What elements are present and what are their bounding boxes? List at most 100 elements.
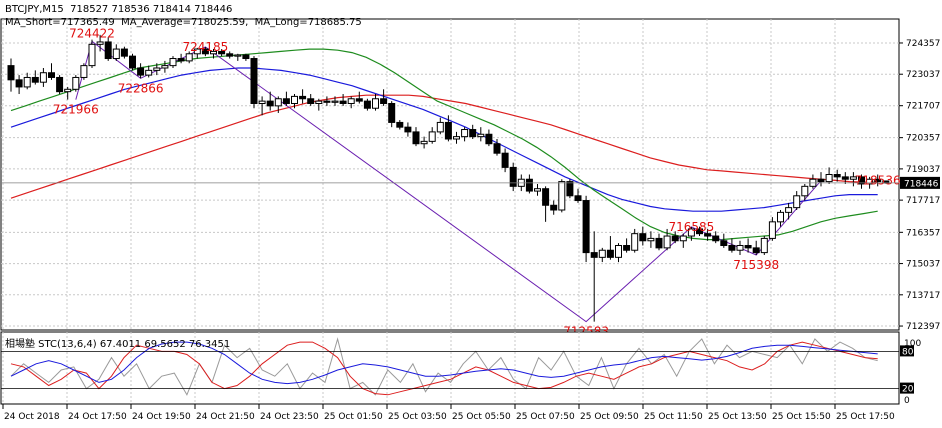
candle-body-down [752,247,760,254]
candle-body-down [137,67,145,76]
time-tick-label: 25 Oct 17:50 [836,412,895,422]
candle-body-up [185,53,193,62]
candle [428,127,436,144]
candle-body-down [444,121,452,140]
time-tick-label: 25 Oct 13:50 [708,412,767,422]
candle [558,179,566,213]
candle [606,236,614,260]
candle-body-down [493,143,501,154]
candle-body-up [169,58,177,67]
candle-body-down [542,188,550,206]
time-axis: 24 Oct 2018 24 Oct 17:50 24 Oct 19:50 24 Oc… [2,404,895,422]
candle [339,94,347,106]
time-tick-label: 25 Oct 05:50 [452,412,511,422]
stc-level-box [900,345,914,357]
candle-body-up [347,98,355,104]
candle [177,53,185,64]
candle [582,195,590,263]
candle [56,75,64,95]
candle [444,115,452,142]
candle-body-down [104,41,112,60]
candle-body-down [120,48,128,57]
candle-body-down [712,235,720,242]
candle-body-up [777,211,784,223]
candle [469,124,477,139]
candle [655,233,663,251]
price-tick-label: 720357 [906,134,940,144]
candle [687,226,695,241]
candle-body-down [177,58,185,62]
candle-body-down [671,235,679,242]
current-price-label: 718446 [904,179,939,189]
candle [639,226,647,246]
candle [120,46,128,59]
candle-body-up [866,178,874,185]
candle-body-down [404,126,412,133]
stc-range-label: 0 [904,396,910,406]
candle [218,49,226,57]
candle-body-up [534,188,541,192]
candle-body-up [793,195,801,209]
candle [88,39,96,68]
candle-body-up [461,129,469,138]
ma-average-line [10,67,878,212]
candle [153,63,161,76]
candle [64,86,72,100]
candle-body-down [299,95,307,100]
candle-body-down [841,176,849,180]
candle [760,236,768,255]
candle [453,131,460,144]
candle-body-up [23,76,31,88]
candle [145,65,153,78]
candle [858,174,865,189]
time-tick-label: 25 Oct 03:50 [388,412,447,422]
candle-body-down [226,53,234,57]
candle-body-up [161,65,169,69]
candle-body-down [412,131,420,145]
candle-body-up [420,140,428,145]
candle [728,238,736,253]
price-annotation: 715398 [733,258,779,272]
candle [501,148,509,173]
candle [817,172,825,187]
candle-body-up [825,174,833,183]
price-tick-label: 712397 [906,322,940,332]
candle-body-up [193,48,201,55]
candle [574,188,582,203]
candle [112,44,120,61]
candle [299,89,307,104]
candle [679,233,687,248]
candle-body-down [201,48,209,55]
time-tick-label: 25 Oct 11:50 [644,412,703,422]
candle-body-up [558,181,566,211]
candle-body-down [509,166,517,187]
candle [785,202,793,220]
candle-body-down [266,100,274,107]
time-tick-label: 25 Oct 01:50 [324,412,383,422]
candle-body-down [566,181,574,197]
candle-body-up [64,88,72,93]
candle-body-down [218,50,226,55]
candle-body-down [550,204,558,211]
price-tick-label: 716357 [906,228,940,238]
candle [671,231,679,244]
time-tick-label: 24 Oct 19:50 [132,412,191,422]
candle [712,231,720,244]
candle-body-up [687,228,695,237]
candle-body-down [307,98,315,104]
candle-body-down [858,176,865,185]
candle [493,138,501,156]
stc-level-label: 80 [902,347,914,357]
candle [323,96,331,106]
ma-long-line [10,94,878,199]
candle [550,200,558,215]
candle [841,172,849,184]
candle [347,96,355,109]
price-tick-label: 715037 [906,260,940,270]
candle [396,120,404,130]
candle-body-down [380,98,388,104]
candle [104,37,112,61]
candle-body-down [485,133,493,145]
